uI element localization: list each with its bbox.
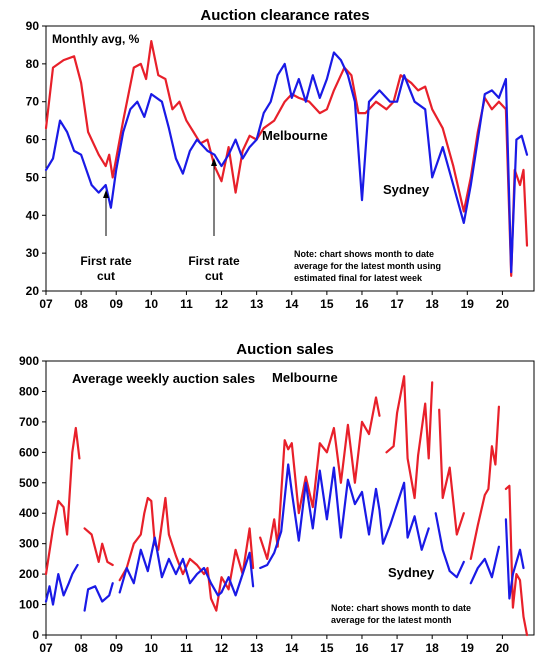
x-tick-label: 20 [496, 297, 510, 311]
series-lines [44, 40, 529, 277]
axis: 20 30 40 50 60 70 80 90 07 08 09 10 11 12 13 14 15 16 17 18… [26, 19, 510, 311]
x-tick-label: 18 [426, 641, 440, 655]
series-line-sydney [44, 463, 525, 612]
x-tick-label: 11 [180, 641, 193, 655]
chart-note: average for the latest month [331, 615, 452, 625]
x-tick-label: 09 [110, 641, 124, 655]
x-tick-label: 15 [320, 641, 334, 655]
chart-note: Note: chart shows month to date [294, 249, 434, 259]
series-line-melbourne [44, 40, 529, 277]
y-tick-label: 300 [19, 537, 39, 551]
series-lines [44, 375, 529, 637]
arrow-head [103, 190, 109, 198]
x-tick-label: 15 [320, 297, 334, 311]
plot-frame [45, 360, 535, 636]
x-tick-label: 19 [461, 641, 475, 655]
y-tick-label: 200 [19, 567, 39, 581]
series-label-sydney: Sydney [388, 565, 435, 580]
x-tick-label: 18 [426, 297, 440, 311]
x-tick-label: 08 [74, 297, 88, 311]
y-tick-label: 20 [26, 284, 40, 298]
annotation-text: First rate [188, 254, 240, 268]
x-tick-label: 13 [250, 297, 264, 311]
annotation-text: First rate [80, 254, 132, 268]
axis: 0 100 200 300 400 500 600 700 800 900 07 08 09 10 11 12… [19, 354, 509, 655]
auction-sales-chart: Auction sales 0 100 200 300 400 500 600 700 800 9… [19, 341, 535, 655]
annotation-text: cut [205, 269, 223, 283]
x-tick-label: 19 [461, 297, 475, 311]
x-tick-label: 07 [39, 297, 53, 311]
x-tick-label: 09 [110, 297, 124, 311]
arrow-head [211, 158, 217, 166]
series-label-melbourne: Melbourne [272, 370, 338, 385]
y-tick-label: 60 [26, 133, 40, 147]
x-tick-label: 10 [145, 641, 159, 655]
y-tick-label: 40 [26, 208, 40, 222]
y-tick-label: 30 [26, 246, 40, 260]
x-tick-label: 20 [496, 641, 510, 655]
y-tick-label: 100 [19, 598, 39, 612]
chart-subtitle: Average weekly auction sales [72, 371, 255, 386]
x-tick-label: 12 [215, 297, 229, 311]
plot-frame [45, 25, 535, 292]
chart-title: Auction clearance rates [200, 7, 369, 24]
y-tick-label: 90 [26, 19, 40, 33]
y-tick-label: 80 [26, 57, 40, 71]
series-line-sydney [44, 51, 529, 274]
x-tick-label: 17 [390, 297, 404, 311]
x-tick-label: 13 [250, 641, 264, 655]
y-tick-label: 900 [19, 354, 39, 368]
x-tick-label: 10 [145, 297, 159, 311]
chart-subtitle: Monthly avg, % [52, 32, 140, 46]
chart-title: Auction sales [236, 341, 334, 358]
x-tick-label: 14 [285, 641, 299, 655]
series-label-sydney: Sydney [383, 182, 430, 197]
y-tick-label: 700 [19, 415, 39, 429]
x-tick-label: 11 [180, 297, 193, 311]
x-tick-label: 08 [74, 641, 88, 655]
y-tick-label: 500 [19, 476, 39, 490]
x-tick-label: 12 [215, 641, 229, 655]
y-tick-label: 0 [32, 628, 39, 642]
annotation-text: cut [97, 269, 115, 283]
x-tick-label: 17 [390, 641, 404, 655]
y-tick-label: 600 [19, 445, 39, 459]
clearance-chart: Auction clearance rates 20 30 40 50 60 70 80 90… [26, 7, 535, 311]
y-tick-label: 800 [19, 384, 39, 398]
chart-note: Note: chart shows month to date [331, 603, 471, 613]
series-label-melbourne: Melbourne [262, 128, 328, 143]
x-tick-label: 16 [355, 641, 369, 655]
x-tick-label: 16 [355, 297, 369, 311]
y-tick-label: 50 [26, 170, 40, 184]
y-tick-label: 400 [19, 506, 39, 520]
chart-note: average for the latest month using [294, 261, 441, 271]
x-tick-label: 14 [285, 297, 299, 311]
y-tick-label: 70 [26, 95, 40, 109]
chart-note: estimated final for latest week [294, 273, 423, 283]
x-tick-label: 07 [39, 641, 53, 655]
series-line-melbourne [44, 375, 529, 637]
